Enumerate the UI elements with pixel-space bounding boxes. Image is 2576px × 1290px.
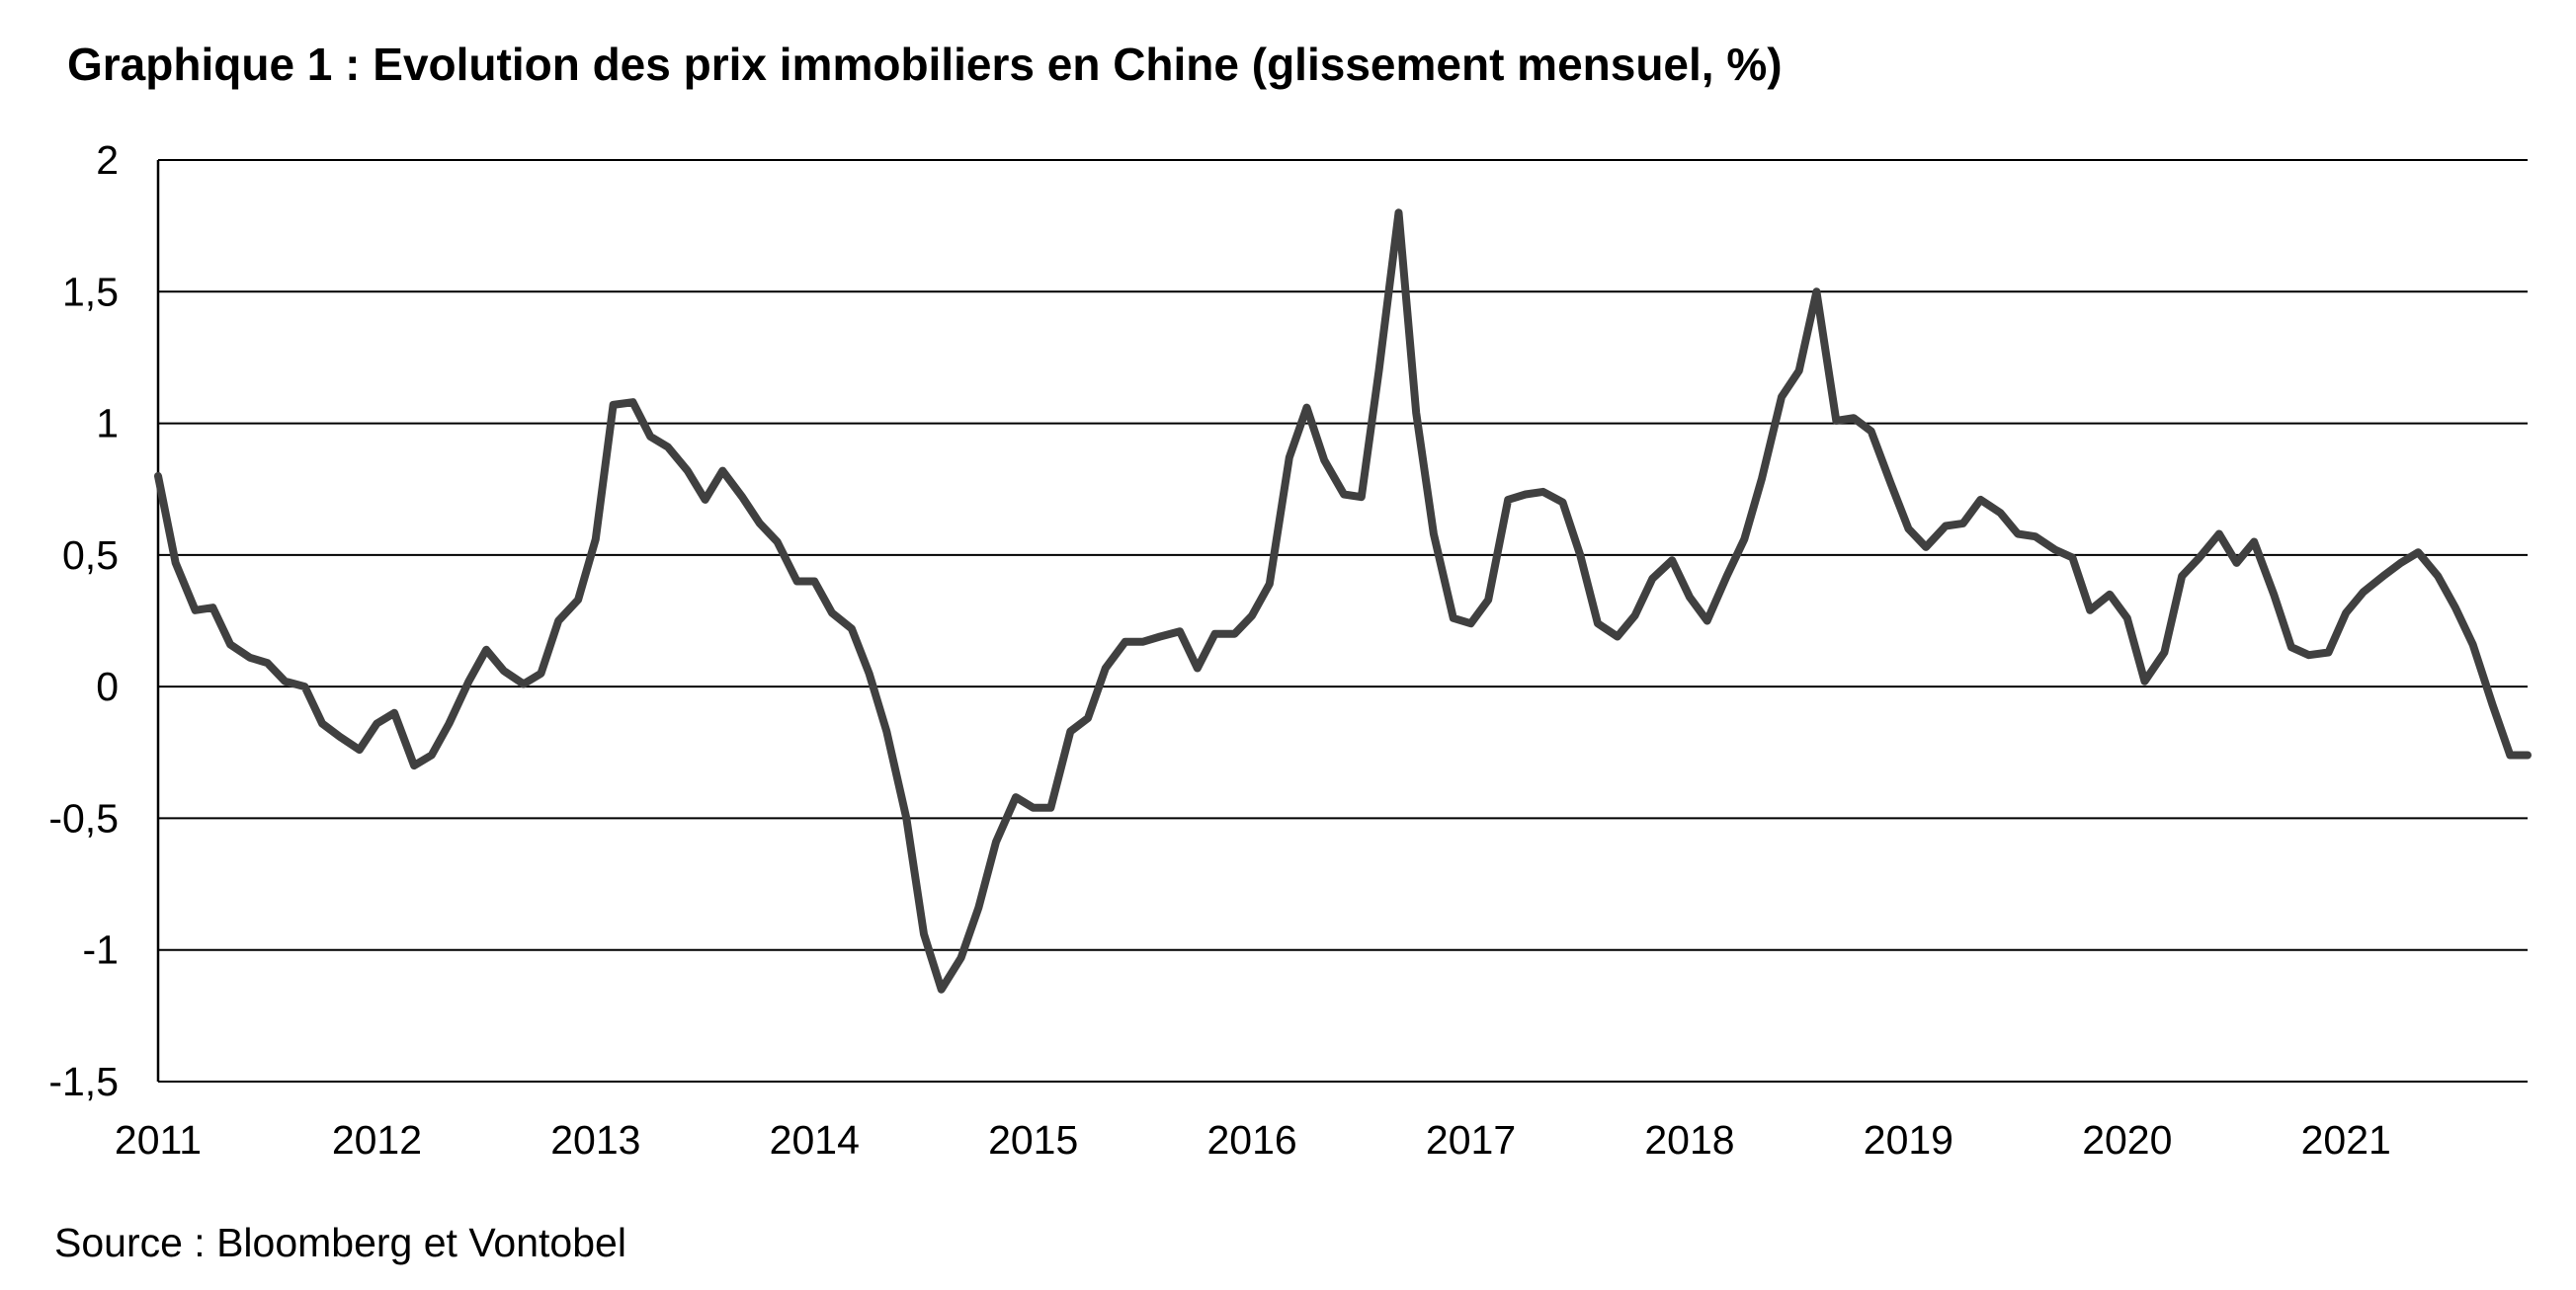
y-tick-labels: 2 1,5 1 0,5 0 -0,5 -1 -1,5 [48,137,119,1104]
x-tick-label: 2011 [115,1117,202,1163]
x-tick-label: 2021 [2301,1117,2391,1163]
x-tick-label: 2019 [1864,1117,1953,1163]
x-tick-label: 2020 [2082,1117,2172,1163]
y-tick-label: 1 [96,401,119,446]
gridlines [158,159,2528,1083]
x-tick-label: 2012 [332,1117,422,1163]
chart-title: Graphique 1 : Evolution des prix immobil… [67,39,1783,90]
x-tick-label: 2015 [988,1117,1078,1163]
y-tick-label: -1 [83,927,119,973]
x-tick-label: 2017 [1426,1117,1516,1163]
y-tick-label: 0 [96,664,119,709]
x-tick-label: 2016 [1207,1117,1297,1163]
y-tick-label: 2 [96,137,119,183]
x-tick-label: 2014 [770,1117,860,1163]
y-tick-label: -0,5 [48,795,119,841]
x-tick-label: 2013 [550,1117,640,1163]
source-note: Source : Bloomberg et Vontobel [54,1220,626,1265]
y-tick-label: -1,5 [48,1059,119,1104]
series-group [154,208,2532,994]
x-tick-labels: 2011 2012 2013 2014 2015 2016 2017 2018 2019 2020… [115,1117,2391,1163]
series-line [154,208,2532,994]
y-tick-label: 1,5 [62,269,119,314]
x-tick-label: 2018 [1644,1117,1734,1163]
y-tick-label: 0,5 [62,532,119,578]
